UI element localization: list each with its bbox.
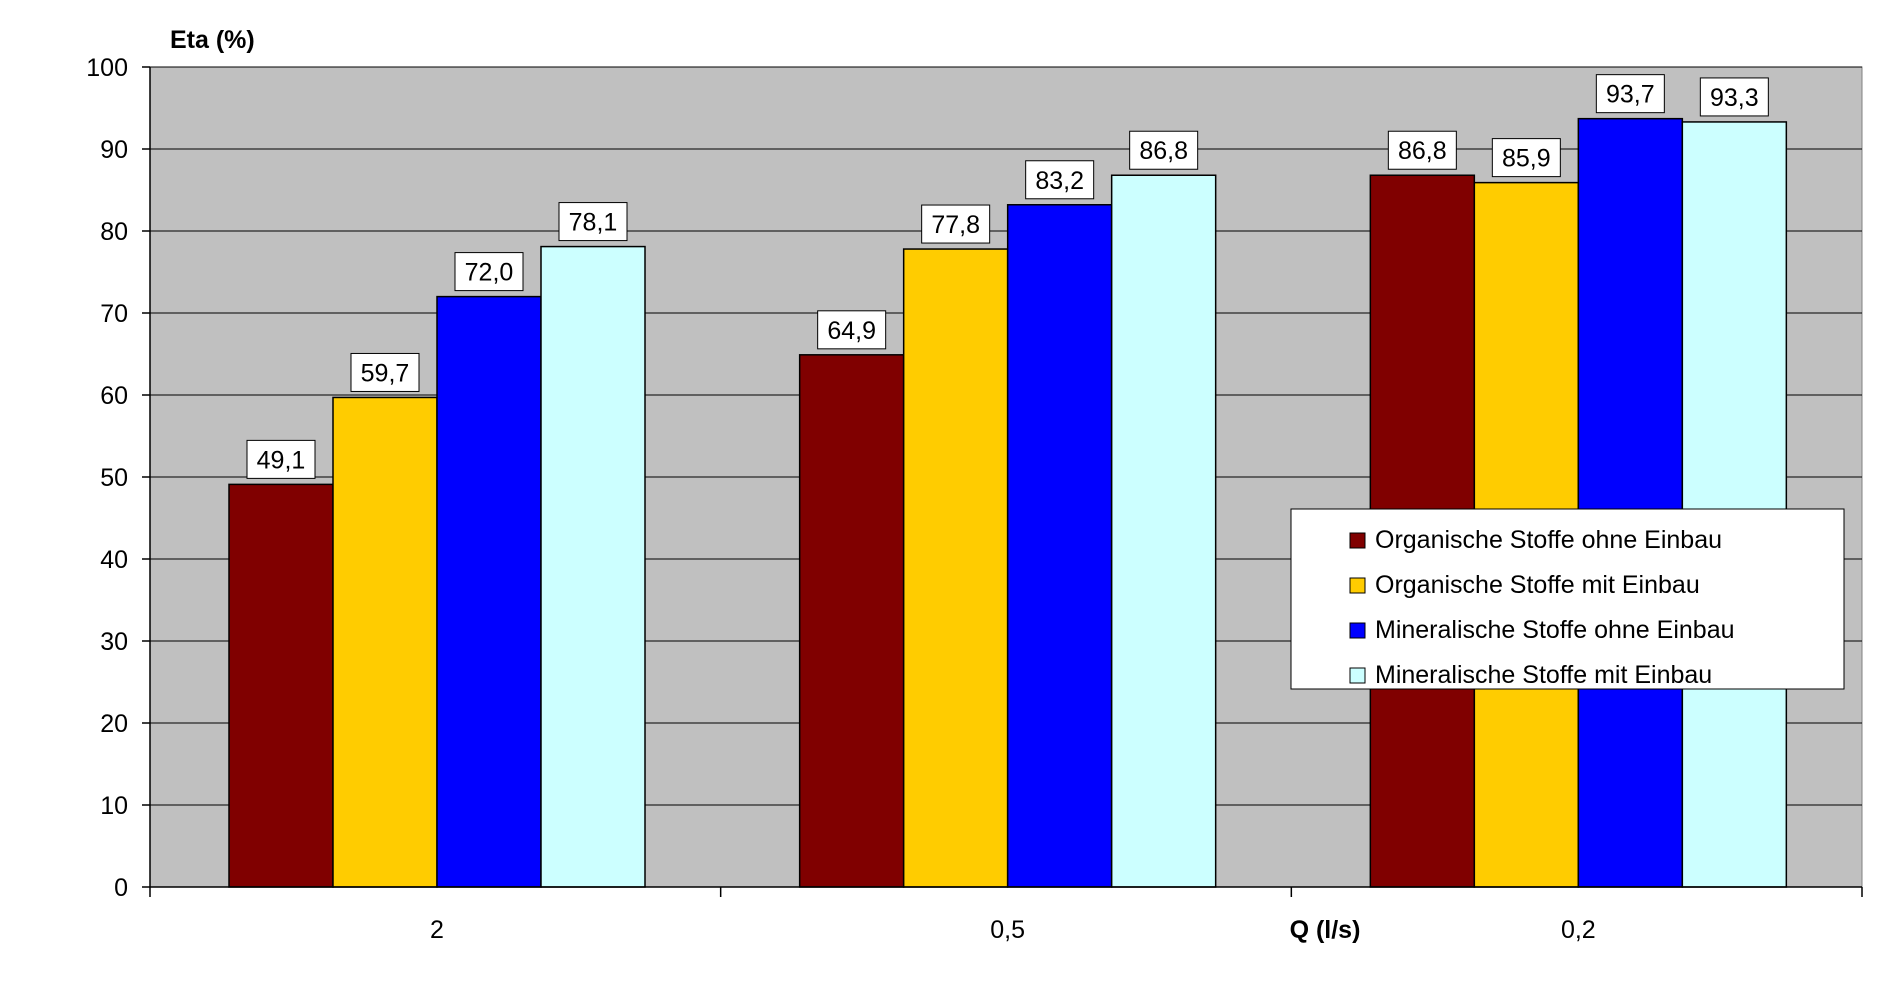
data-label: 72,0 [465, 259, 514, 287]
bar [228, 483, 334, 888]
data-label: 59,7 [361, 359, 410, 387]
axes [142, 66, 1863, 897]
data-label: 93,7 [1606, 81, 1655, 109]
bar [436, 295, 542, 888]
bar [1110, 174, 1217, 888]
bar [540, 245, 646, 888]
x-tick-labels: 2 0,5 0,2 [430, 916, 1596, 944]
data-label: 86,8 [1398, 137, 1447, 165]
y-tick-label: 70 [100, 300, 128, 328]
legend-entry: Organische Stoffe mit Einbau [1375, 571, 1700, 599]
legend-swatch [1349, 622, 1366, 639]
y-tick-label: 100 [86, 54, 128, 82]
x-axis-title: Q (l/s) [1290, 916, 1361, 944]
y-tick-label: 80 [100, 218, 128, 246]
legend-entry: Organische Stoffe ohne Einbau [1375, 526, 1722, 554]
data-label-box [1699, 77, 1769, 117]
y-tick-label: 60 [100, 382, 128, 410]
data-label: 93,3 [1710, 84, 1759, 112]
bar [902, 248, 1009, 888]
y-axis-title: Eta (%) [170, 26, 255, 54]
legend-entry: Mineralische Stoffe mit Einbau [1375, 661, 1712, 689]
x-tick-label: 0,2 [1561, 916, 1596, 944]
data-labels: 49,1 59,7 72,0 78,1 64,9 77,8 83,2 86,8 86,8 85,9… [246, 74, 1769, 479]
y-tick-label: 20 [100, 710, 128, 738]
x-tick-label: 2 [430, 916, 444, 944]
data-label: 49,1 [257, 446, 306, 474]
bar [332, 396, 438, 888]
y-tick-label: 10 [100, 792, 128, 820]
legend-entry: Mineralische Stoffe ohne Einbau [1375, 616, 1735, 644]
data-label-box [350, 352, 420, 392]
y-tick-label: 50 [100, 464, 128, 492]
data-label: 78,1 [569, 209, 618, 237]
data-label-box [246, 439, 316, 479]
data-label: 85,9 [1502, 145, 1551, 173]
legend: Organische Stoffe ohne Einbau Organische … [1290, 508, 1845, 690]
legend-swatch [1349, 667, 1366, 684]
data-label: 83,2 [1035, 167, 1084, 195]
y-tick-label: 40 [100, 546, 128, 574]
legend-swatch [1349, 532, 1366, 549]
y-tick-label: 90 [100, 136, 128, 164]
legend-box [1290, 508, 1845, 690]
data-label-box [1491, 138, 1561, 178]
data-label-box [1129, 130, 1199, 170]
data-label-box [1025, 160, 1095, 200]
data-label-box [817, 310, 887, 350]
data-label-box [1387, 130, 1457, 170]
data-label-box [558, 202, 628, 242]
x-tick-label: 0,5 [990, 916, 1025, 944]
y-tick-label: 30 [100, 628, 128, 656]
data-label-box [454, 252, 524, 292]
bar [798, 354, 905, 888]
data-label: 64,9 [827, 317, 876, 345]
bar [1006, 204, 1113, 888]
bar [1577, 117, 1684, 888]
legend-swatch [1349, 577, 1366, 594]
bar [1681, 121, 1788, 888]
y-tick-labels: 0 10 20 30 40 50 60 70 80 90 100 [86, 54, 128, 902]
data-label: 77,8 [931, 211, 980, 239]
data-label: 86,8 [1139, 137, 1188, 165]
data-label-box [1595, 74, 1665, 114]
y-tick-label: 0 [114, 874, 128, 902]
data-label-box [921, 204, 991, 244]
